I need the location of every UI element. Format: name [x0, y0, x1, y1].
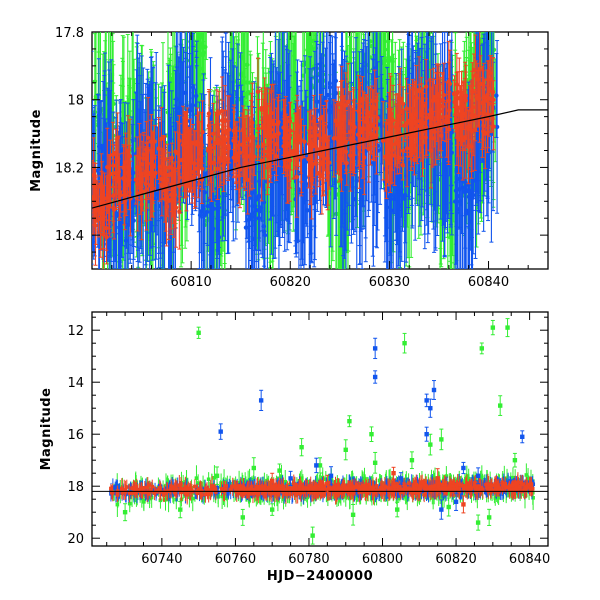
green-point [335, 192, 341, 197]
blue-point [302, 158, 308, 163]
green-point [198, 45, 204, 50]
blue-point [197, 212, 203, 218]
blue-point [296, 190, 302, 195]
blue-point [174, 96, 179, 102]
green-point [242, 95, 248, 100]
blue-point [402, 196, 407, 201]
top-panel-data [92, 14, 548, 269]
green-point [184, 22, 188, 26]
blue-point [210, 226, 216, 231]
blue-point [379, 147, 384, 152]
blue-point [390, 193, 396, 198]
blue-point [314, 99, 320, 104]
blue-point [262, 232, 268, 238]
blue-point [384, 205, 389, 210]
green-point [451, 156, 456, 161]
blue-point [328, 129, 334, 135]
blue-point [327, 85, 333, 90]
green-point [204, 25, 208, 29]
blue-point [123, 238, 129, 243]
green-point [491, 47, 497, 52]
blue-point [325, 92, 331, 98]
green-point [244, 80, 250, 85]
blue-point [205, 170, 210, 175]
blue-point [202, 212, 207, 218]
blue-point [131, 170, 136, 176]
blue-point [258, 205, 264, 210]
blue-point [243, 225, 249, 230]
green-point [386, 55, 391, 60]
blue-point [320, 98, 326, 103]
blue-point [194, 93, 199, 99]
green-point [184, 21, 188, 25]
blue-point [92, 179, 94, 184]
blue-point [252, 211, 257, 216]
green-point [185, 14, 189, 18]
blue-point [253, 203, 258, 209]
blue-point [333, 90, 339, 96]
blue-point [293, 179, 299, 184]
green-point [195, 43, 200, 49]
green-point [383, 47, 388, 52]
blue-point [210, 214, 215, 219]
green-point [202, 21, 206, 25]
blue-point [205, 209, 210, 215]
green-point [201, 21, 205, 25]
green-point [241, 56, 246, 61]
green-point [92, 79, 98, 85]
blue-point [102, 142, 108, 148]
blue-point [96, 167, 102, 172]
